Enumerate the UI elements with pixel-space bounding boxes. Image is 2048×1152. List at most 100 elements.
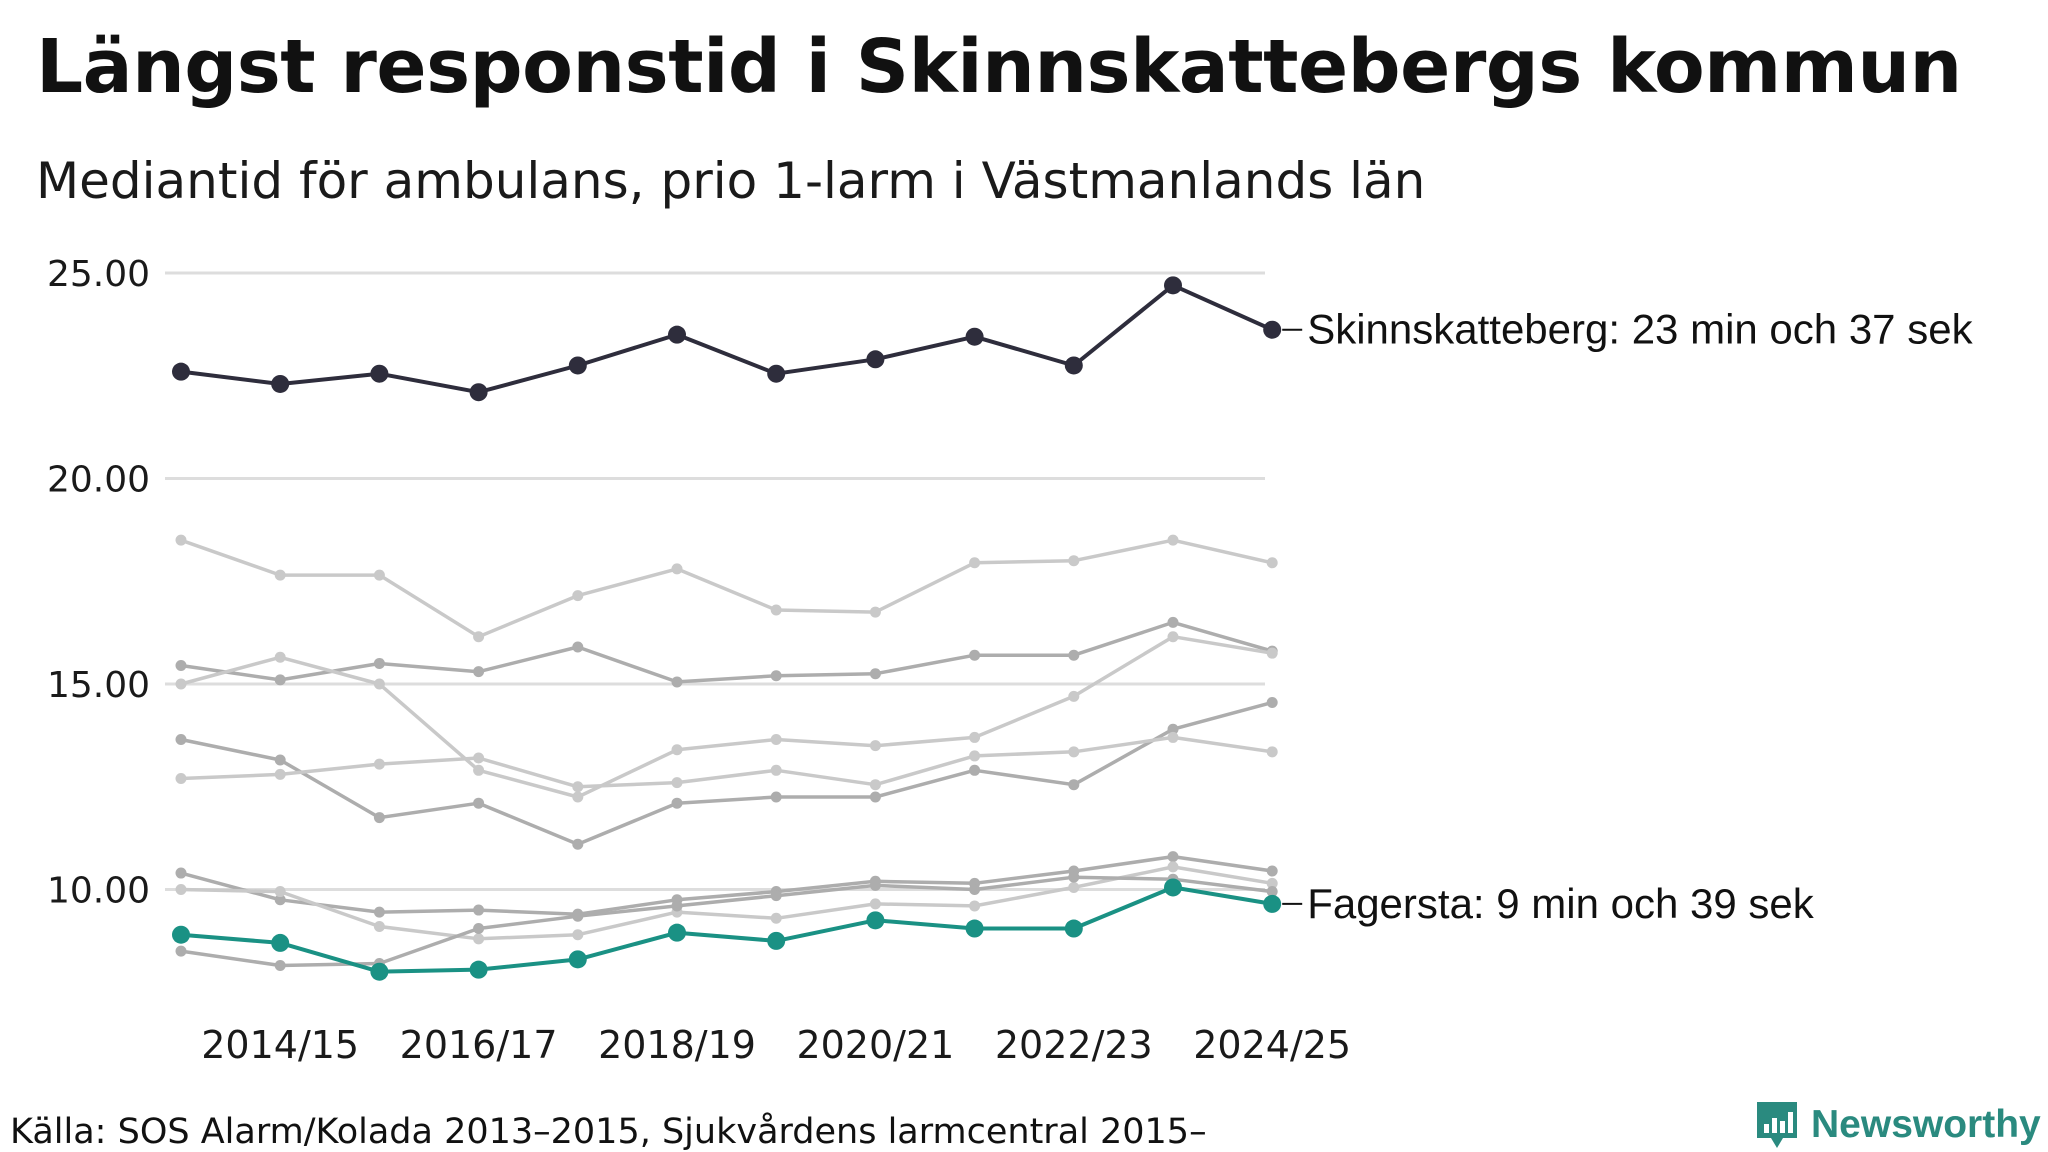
data-point (770, 764, 782, 776)
data-point (969, 884, 981, 895)
series-line (179, 283, 1275, 395)
data-point (274, 569, 286, 581)
data-point (1164, 276, 1182, 295)
data-point (572, 641, 584, 653)
end-label-fagersta: Fagersta: 9 min och 39 sek (1307, 880, 1815, 927)
data-point (866, 911, 885, 930)
data-point (1068, 690, 1080, 702)
end-label-skinnskatteberg: Skinnskatteberg: 23 min och 37 sek (1307, 306, 1973, 353)
data-point (869, 879, 881, 891)
data-point (373, 569, 385, 581)
newsworthy-wordmark: Newsworthy (1811, 1103, 2041, 1146)
x-tick-label: 2022/23 (995, 1023, 1153, 1067)
series-line (179, 700, 1274, 847)
data-point (1167, 731, 1179, 743)
data-point (1263, 894, 1282, 913)
highlighted-series (172, 276, 1282, 981)
data-point (770, 791, 782, 803)
data-point (373, 678, 385, 690)
data-point (671, 563, 683, 575)
newsworthy-logo: Newsworthy (1755, 1100, 2041, 1150)
series-kommun-a (175, 534, 1278, 643)
data-point (373, 812, 385, 824)
data-point (175, 733, 187, 745)
series-kommun-g (175, 861, 1278, 945)
data-point (572, 781, 584, 793)
data-point (1068, 649, 1080, 661)
y-axis: 10.00 15.00 20.00 25.00 (47, 254, 150, 912)
data-point (1167, 723, 1179, 735)
y-tick-label: 25.00 (47, 254, 150, 295)
data-point (668, 923, 686, 942)
series-line (179, 885, 1275, 974)
data-point (969, 764, 981, 776)
series-line (179, 865, 1274, 941)
data-point (1068, 881, 1080, 893)
data-point (770, 670, 782, 682)
data-point (671, 676, 683, 688)
data-point (866, 350, 885, 369)
data-point (568, 356, 587, 375)
data-point (668, 325, 686, 344)
data-point (1167, 616, 1179, 628)
series-line (179, 620, 1274, 684)
x-axis: 2014/15 2016/17 2018/19 2020/21 2022/23 2024/… (201, 1023, 1351, 1067)
data-point (869, 791, 881, 803)
x-tick-label: 2024/25 (1193, 1023, 1351, 1067)
data-point (1266, 647, 1278, 659)
end-labels: Skinnskatteberg: 23 min och 37 sek Fagers… (1282, 306, 1974, 927)
data-point (473, 666, 485, 678)
data-point (572, 590, 584, 602)
data-point (469, 960, 488, 979)
data-point (770, 733, 782, 745)
data-point (869, 606, 881, 618)
data-point (271, 933, 290, 952)
data-point (1266, 557, 1278, 569)
data-point (373, 906, 385, 918)
chart-subtitle: Mediantid för ambulans, prio 1-larm i Vä… (36, 152, 1426, 210)
data-point (1064, 356, 1083, 375)
data-point (869, 779, 881, 791)
data-point (1068, 779, 1080, 791)
data-point (1167, 631, 1179, 643)
source-note: Källa: SOS Alarm/Kolada 2013–2015, Sjukv… (10, 1112, 1207, 1152)
grid-lines (165, 271, 1265, 891)
data-point (767, 364, 786, 383)
y-tick-label: 10.00 (47, 871, 150, 912)
logo-bar-2 (1772, 1118, 1777, 1133)
x-tick-label: 2016/17 (400, 1023, 558, 1067)
series-fagersta (172, 878, 1282, 981)
x-tick-label: 2020/21 (796, 1023, 954, 1067)
data-point (1064, 919, 1083, 938)
data-point (175, 884, 187, 895)
data-point (370, 962, 389, 981)
data-point (770, 604, 782, 616)
data-point (1266, 746, 1278, 758)
series-kommun-h (175, 871, 1278, 972)
data-point (572, 838, 584, 850)
logo-bar-4 (1788, 1112, 1793, 1133)
data-point (175, 867, 187, 879)
data-point (473, 933, 485, 945)
data-point (770, 912, 782, 924)
x-tick-label: 2014/15 (201, 1023, 359, 1067)
data-point (1266, 886, 1278, 898)
background-series (175, 534, 1278, 972)
series-line (179, 875, 1274, 968)
data-point (767, 931, 786, 950)
data-point (370, 364, 389, 383)
data-point (965, 327, 984, 346)
data-point (175, 660, 187, 672)
data-point (1164, 878, 1182, 897)
data-point (473, 752, 485, 764)
series-line (179, 854, 1274, 916)
data-point (1266, 696, 1278, 708)
series-kommun-e (175, 731, 1278, 793)
data-point (473, 904, 485, 916)
data-point (473, 797, 485, 809)
data-point (869, 898, 881, 910)
logo-bar-1 (1764, 1124, 1769, 1133)
data-point (274, 768, 286, 780)
series-kommun-c (175, 631, 1278, 803)
data-point (1167, 534, 1179, 546)
